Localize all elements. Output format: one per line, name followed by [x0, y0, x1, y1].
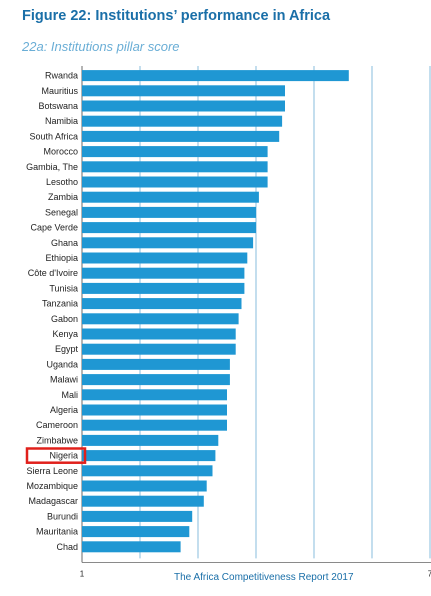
category-label: Malawi [50, 375, 78, 385]
bar-malawi [82, 374, 230, 386]
bar-algeria [82, 404, 227, 416]
bar-cape-verde [82, 222, 256, 234]
category-label: Ethiopia [45, 253, 78, 263]
category-label: Zimbabwe [36, 435, 78, 445]
category-label: Gabon [51, 314, 78, 324]
bar-tunisia [82, 282, 245, 294]
bar-nigeria [82, 450, 216, 462]
category-label: Chad [56, 542, 78, 552]
bar-gambia-the [82, 161, 268, 173]
figure-subtitle: 22a: Institutions pillar score [22, 39, 180, 54]
bar-botswana [82, 100, 285, 112]
category-label: Nigeria [49, 451, 78, 461]
category-label: Mozambique [26, 481, 78, 491]
bar-namibia [82, 115, 283, 127]
category-label: Tanzania [42, 299, 78, 309]
figure-title: Figure 22: Institutions’ performance in … [22, 8, 331, 24]
x-tick-label: 7 [428, 569, 431, 578]
bar-chad [82, 541, 181, 553]
category-label: Mali [61, 390, 78, 400]
category-label: Egypt [55, 344, 79, 354]
bar-egypt [82, 343, 236, 355]
bar-burundi [82, 510, 193, 522]
bar-rwanda [82, 70, 349, 82]
category-label: South Africa [29, 131, 78, 141]
category-label: Madagascar [28, 496, 78, 506]
bar-uganda [82, 358, 230, 370]
category-label: Rwanda [45, 71, 78, 81]
category-label: Mauritius [41, 86, 78, 96]
category-label: Zambia [48, 192, 78, 202]
category-label: Senegal [45, 207, 78, 217]
bar-ethiopia [82, 252, 248, 264]
category-label: Kenya [52, 329, 78, 339]
bar-kenya [82, 328, 236, 340]
bar-ghana [82, 237, 254, 249]
category-label: Cape Verde [30, 223, 78, 233]
bar-zimbabwe [82, 434, 219, 446]
category-label: Côte d'Ivoire [28, 268, 78, 278]
bar-mali [82, 389, 227, 401]
category-label: Uganda [46, 359, 78, 369]
bar-mozambique [82, 480, 207, 492]
category-label: Burundi [47, 511, 78, 521]
bar-lesotho [82, 176, 268, 188]
highlight-box-nigeria [25, 447, 87, 464]
bar-senegal [82, 206, 256, 218]
bar-madagascar [82, 495, 204, 507]
category-label: Cameroon [36, 420, 78, 430]
category-label: Gambia, The [26, 162, 78, 172]
bar-cameroon [82, 419, 227, 431]
bar-mauritania [82, 526, 190, 538]
x-tick-label: 1 [80, 569, 85, 578]
report-footer: The Africa Competitiveness Report 2017 [174, 572, 354, 583]
bar-gabon [82, 313, 239, 325]
bar-c-te-d-ivoire [82, 267, 245, 279]
bar-south-africa [82, 130, 280, 142]
category-label: Namibia [45, 116, 78, 126]
category-label: Ghana [51, 238, 78, 248]
category-label: Lesotho [46, 177, 78, 187]
category-label: Sierra Leone [26, 466, 78, 476]
category-label: Algeria [50, 405, 78, 415]
category-label: Mauritania [36, 527, 78, 537]
category-label: Morocco [43, 147, 78, 157]
bar-zambia [82, 191, 259, 203]
bar-mauritius [82, 85, 285, 97]
bar-tanzania [82, 298, 242, 310]
category-label: Botswana [38, 101, 78, 111]
category-label: Tunisia [49, 283, 78, 293]
bar-morocco [82, 146, 268, 158]
bar-sierra-leone [82, 465, 213, 477]
